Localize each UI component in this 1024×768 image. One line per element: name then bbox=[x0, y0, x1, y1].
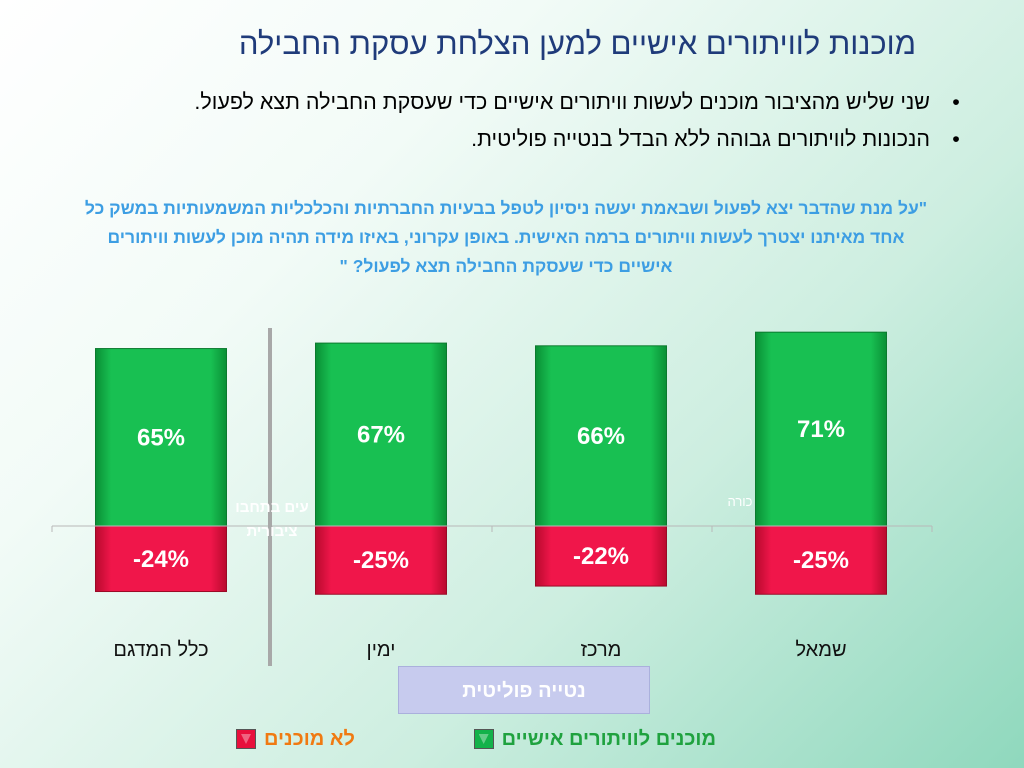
data-label-not-ready: -25% bbox=[793, 547, 849, 574]
bullet-list: • שני שליש מהציבור מוכנים לעשות וויתורים… bbox=[100, 86, 960, 160]
legend-item-ready: מוכנים לוויתורים אישיים bbox=[473, 727, 716, 751]
slide-title: מוכנות לוויתורים אישיים למען הצלחת עסקת … bbox=[238, 26, 916, 61]
data-label-ready: 67% bbox=[357, 422, 405, 449]
survey-question-quote: "על מנת שהדבר יצא לפעול ושבאמת יעשה ניסי… bbox=[84, 198, 928, 276]
legend-item-not-ready: לא מוכנים bbox=[236, 728, 355, 751]
group-separator bbox=[268, 328, 272, 666]
x-tick-label: מרכז bbox=[581, 639, 622, 661]
legend: מוכנים לוויתורים אישיים לא מוכנים bbox=[236, 724, 716, 754]
overlap-text-left-1: עים בתחבו bbox=[235, 499, 308, 516]
bar-ready bbox=[535, 345, 667, 527]
overlap-text-right: כורה bbox=[728, 494, 753, 509]
bullet-marker: • bbox=[952, 127, 960, 151]
bars-layer: 65% -24% 67% -25% 66% -22% 71% -25% bbox=[95, 331, 887, 595]
bar-ready bbox=[315, 342, 447, 527]
bar-ready bbox=[95, 348, 227, 527]
data-label-ready: 71% bbox=[797, 416, 845, 443]
bar-not-ready bbox=[95, 525, 227, 593]
x-axis-title: נטייה פוליטית bbox=[398, 666, 650, 714]
x-tick-label: שמאל bbox=[795, 639, 846, 661]
bar-ready bbox=[755, 331, 887, 527]
data-label-not-ready: -22% bbox=[573, 543, 629, 570]
legend-swatch-ready-icon bbox=[473, 729, 494, 749]
bar-not-ready bbox=[315, 525, 447, 595]
x-tick-label: כלל המדגם bbox=[113, 639, 208, 661]
axis-layer: כלל המדגם ימין מרכז שמאל עים בתחבו ציבורית כור… bbox=[51, 328, 933, 666]
overlap-text-left-2: ציבורית bbox=[246, 523, 297, 540]
legend-label-not-ready: לא מוכנים bbox=[264, 727, 355, 750]
bullet-text: הנכונות לוויתורים גבוהה ללא הבדל בנטייה … bbox=[471, 127, 930, 151]
bullet-item: • שני שליש מהציבור מוכנים לעשות וויתורים… bbox=[100, 86, 959, 119]
data-label-not-ready: -25% bbox=[353, 547, 409, 574]
data-label-ready: 65% bbox=[137, 424, 185, 451]
legend-swatch-not-ready-icon bbox=[236, 729, 256, 749]
x-tick-label: ימין bbox=[367, 639, 396, 661]
bar-not-ready bbox=[535, 525, 667, 587]
legend-label-ready: מוכנים לוויתורים אישיים bbox=[501, 727, 716, 750]
bullet-item: • הנכונות לוויתורים גבוהה ללא הבדל בנטיי… bbox=[100, 123, 960, 156]
bar-chart: 65% -24% 67% -25% 66% -22% 71% -25% כלל המדגם ימ… bbox=[51, 328, 933, 666]
bullet-text: שני שליש מהציבור מוכנים לעשות וויתורים א… bbox=[194, 90, 930, 114]
bullet-marker: • bbox=[952, 90, 960, 114]
data-label-not-ready: -24% bbox=[133, 546, 189, 573]
bar-not-ready bbox=[755, 525, 887, 595]
data-label-ready: 66% bbox=[577, 423, 625, 450]
